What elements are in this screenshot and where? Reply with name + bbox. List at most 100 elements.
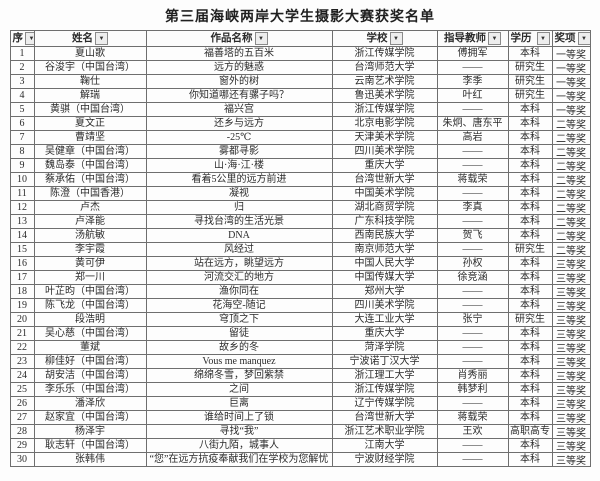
cell-school: 四川美术学院 xyxy=(331,298,438,313)
filter-dropdown-icon[interactable]: ▼ xyxy=(25,32,33,45)
cell-text: —— xyxy=(462,398,483,409)
cell-school: 浙江艺术职业学院 xyxy=(331,424,438,439)
cell-no: 16 xyxy=(9,256,35,271)
cell-text: 卢泽能 xyxy=(75,216,105,227)
cell-text: 19 xyxy=(17,300,27,311)
filter-dropdown-icon[interactable]: ▼ xyxy=(577,32,589,45)
cell-school: 浙江传媒学院 xyxy=(331,382,438,397)
cell-advisor: —— xyxy=(436,326,509,341)
cell-text: 26 xyxy=(17,398,27,409)
cell-work: 河流交汇的地方 xyxy=(145,270,333,285)
cell-advisor: 蒋载荣 xyxy=(436,410,509,425)
cell-advisor: 高岩 xyxy=(436,130,509,145)
cell-name: 卢杰 xyxy=(33,200,147,215)
column-header-label: 学校 xyxy=(366,33,388,44)
cell-school: 浙江理工大学 xyxy=(331,368,438,383)
cell-award: 一等奖 xyxy=(551,88,591,103)
cell-name: 吴健章（中国台湾） xyxy=(33,144,147,159)
cell-degree: 本科 xyxy=(507,172,553,187)
cell-text: 留徒 xyxy=(229,328,249,339)
cell-no: 15 xyxy=(9,242,35,257)
column-header-label: 奖项 xyxy=(554,33,576,44)
cell-text: 6 xyxy=(19,118,25,129)
cell-text: 李乐乐（中国台湾） xyxy=(45,384,135,395)
cell-award: 二等奖 xyxy=(551,158,591,173)
cell-no: 5 xyxy=(9,102,35,117)
cell-text: 郑州大学 xyxy=(364,286,405,297)
table-row: 22 董斌 故乡的冬 菏泽学院 —— 本科 三等奖 xyxy=(9,340,591,355)
cell-text: 郑一川 xyxy=(75,272,105,283)
cell-text: “您”在远方抗疫奉献我们在学校为您解忧 xyxy=(149,454,329,465)
table-row: 14 汤航敏 DNA 西南民族大学 贺飞 本科 二等奖 xyxy=(9,228,591,243)
cell-award: 二等奖 xyxy=(551,172,591,187)
cell-award: 三等奖 xyxy=(551,396,591,411)
filter-dropdown-icon[interactable]: ▼ xyxy=(389,32,403,45)
cell-name: 叶芷昀（中国台湾） xyxy=(33,284,147,299)
cell-school: 天津美术学院 xyxy=(331,130,438,145)
cell-text: 浙江传媒学院 xyxy=(354,384,415,395)
header-row: 序 ▼ 姓名 ▼ 作品名称 ▼ 学校 ▼ 指导教师 ▼ 学历 ▼ 奖项 ▼ xyxy=(9,30,591,47)
cell-text: —— xyxy=(462,62,483,73)
cell-no: 18 xyxy=(9,284,35,299)
cell-advisor: 叶红 xyxy=(436,88,509,103)
cell-text: 菏泽学院 xyxy=(364,342,405,353)
cell-name: 鞠仕 xyxy=(33,74,147,89)
cell-school: 西南民族大学 xyxy=(331,228,438,243)
cell-text: 高岩 xyxy=(462,132,483,143)
table-body: 1 夏山歌 福善塔的五百米 浙江传媒学院 傅拥军 本科 一等奖 2 谷浚宇（中国台湾） 远方的魅惑… xyxy=(9,46,591,467)
cell-degree: 研究生 xyxy=(507,242,553,257)
cell-advisor: —— xyxy=(436,102,509,117)
cell-text: 魏岛泰（中国台湾） xyxy=(45,160,135,171)
cell-text: 22 xyxy=(17,342,27,353)
cell-text: 黄骐（中国台湾） xyxy=(50,104,130,115)
cell-degree: 本科 xyxy=(507,382,553,397)
cell-advisor: 韩梦利 xyxy=(436,382,509,397)
cell-award: 一等奖 xyxy=(551,102,591,117)
cell-text: 韩梦利 xyxy=(457,384,488,395)
filter-dropdown-icon[interactable]: ▼ xyxy=(488,32,501,45)
table-row: 11 陈澄（中国香港） 凝视 中国美术学院 —— 本科 二等奖 xyxy=(9,186,591,201)
filter-dropdown-icon[interactable]: ▼ xyxy=(536,32,550,45)
cell-text: 南京师范大学 xyxy=(354,244,415,255)
cell-no: 29 xyxy=(9,438,35,453)
cell-advisor: —— xyxy=(436,354,509,369)
cell-text: 17 xyxy=(17,272,27,283)
cell-no: 11 xyxy=(9,186,35,201)
cell-no: 12 xyxy=(9,200,35,215)
cell-text: 孙权 xyxy=(462,258,483,269)
cell-work: 巨离 xyxy=(145,396,333,411)
cell-no: 25 xyxy=(9,382,35,397)
cell-text: 远方的魅惑 xyxy=(214,62,264,73)
cell-text: —— xyxy=(462,244,483,255)
table-row: 9 魏岛泰（中国台湾） 山·海·江·楼 重庆大学 —— 本科 二等奖 xyxy=(9,158,591,173)
cell-text: 陈飞龙（中国台湾） xyxy=(45,300,135,311)
page-title: 第三届海峡两岸大学生摄影大赛获奖名单 xyxy=(165,10,435,25)
cell-degree: 本科 xyxy=(507,130,553,145)
cell-text: 柳佳好（中国台湾） xyxy=(45,356,135,367)
cell-no: 28 xyxy=(9,424,35,439)
cell-text: 绵绵冬雪，梦回紫禁 xyxy=(194,370,284,381)
cell-school: 中国传媒大学 xyxy=(331,270,438,285)
cell-text: 二等奖 xyxy=(556,246,586,257)
cell-award: 二等奖 xyxy=(551,228,591,243)
cell-degree: 本科 xyxy=(507,298,553,313)
cell-text: —— xyxy=(462,104,483,115)
cell-name: 董斌 xyxy=(33,340,147,355)
table-row: 8 吴健章（中国台湾） 雾都寻影 四川美术学院 —— 本科 二等奖 xyxy=(9,144,591,159)
cell-name: 夏文正 xyxy=(33,116,147,131)
cell-advisor: 肖秀丽 xyxy=(436,368,509,383)
cell-text: 中国传媒大学 xyxy=(354,272,415,283)
cell-name: 杨泽宇 xyxy=(33,424,147,439)
cell-text: 二等奖 xyxy=(556,162,586,173)
cell-text: 三等奖 xyxy=(556,386,586,397)
cell-advisor: 贺飞 xyxy=(436,228,509,243)
column-header-school: 学校 ▼ xyxy=(331,30,438,47)
table-row: 1 夏山歌 福善塔的五百米 浙江传媒学院 傅拥军 本科 一等奖 xyxy=(9,46,591,61)
cell-text: 本科 xyxy=(520,188,540,199)
cell-text: 二等奖 xyxy=(556,120,586,131)
filter-dropdown-icon[interactable]: ▼ xyxy=(95,32,108,45)
cell-text: 中国美术学院 xyxy=(354,188,415,199)
filter-dropdown-icon[interactable]: ▼ xyxy=(254,32,268,45)
cell-text: 高职高专 xyxy=(510,426,550,437)
cell-advisor: 张宁 xyxy=(436,312,509,327)
